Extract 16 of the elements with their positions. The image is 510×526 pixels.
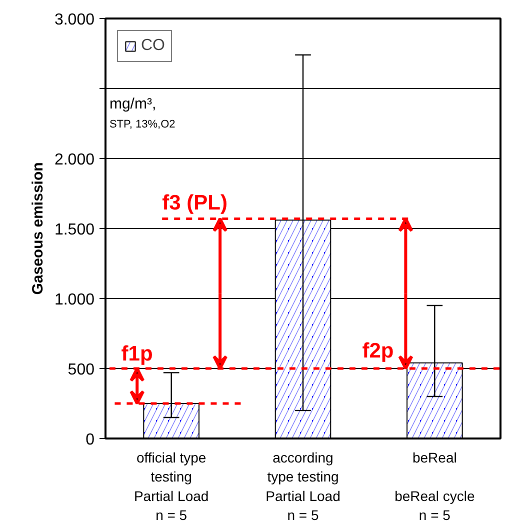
y-tick-label: 500	[68, 362, 95, 378]
y-tick-label: 1.000	[54, 292, 95, 308]
annotation: mg/m³,	[109, 95, 156, 112]
annotation: f2p	[362, 340, 394, 362]
legend-label: CO	[141, 37, 165, 55]
y-tick-label: 3.000	[54, 12, 95, 28]
y-tick-label: 0	[86, 432, 95, 448]
annotation: f3 (PL)	[162, 192, 228, 214]
y-axis-title: Gaseous emission	[29, 162, 46, 295]
annotation: f1p	[121, 342, 153, 366]
category-label: beReal beReal cycle n = 5	[394, 450, 475, 524]
y-tick-label: 1.500	[54, 222, 95, 238]
y-tick-label: 2.000	[54, 152, 95, 168]
x-tick-label: according type testing Partial Load n = 5	[266, 450, 340, 524]
x-tick-label: official type testing Partial Load n = 5	[134, 450, 209, 524]
annotation: STP, 13%,O2	[109, 118, 176, 130]
